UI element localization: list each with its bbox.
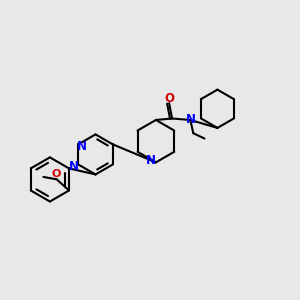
- Text: N: N: [146, 154, 156, 167]
- Text: N: N: [77, 140, 87, 153]
- Text: N: N: [69, 160, 79, 173]
- Text: O: O: [52, 169, 61, 179]
- Text: N: N: [186, 112, 196, 126]
- Text: O: O: [164, 92, 174, 105]
